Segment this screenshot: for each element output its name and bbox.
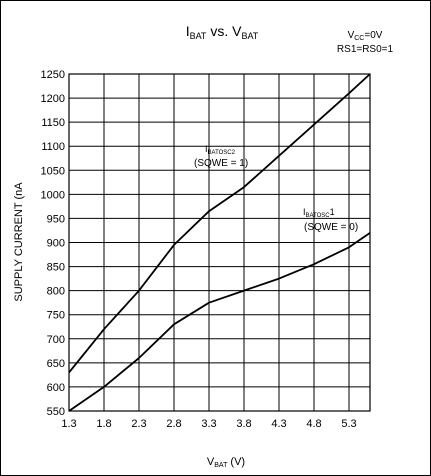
x-tick-label: 2.8 — [166, 418, 181, 430]
y-tick-label: 850 — [47, 262, 65, 274]
y-tick-label: 700 — [47, 334, 65, 346]
y-tick-label: 1000 — [41, 189, 65, 201]
y-tick-label: 1200 — [41, 93, 65, 105]
x-tick-label: 1.3 — [61, 418, 76, 430]
y-tick-label: 1050 — [41, 165, 65, 177]
series-lines — [68, 73, 371, 412]
x-tick-label: 2.3 — [131, 418, 146, 430]
plot-border — [68, 73, 371, 412]
y-tick-labels: 550 600 650 700 750 800 850 900 950 1000 1050 1100 1… — [41, 69, 65, 418]
svg-text:(SQWE = 1): (SQWE = 1) — [194, 158, 248, 169]
y-tick-label: 550 — [47, 406, 65, 418]
series-line-1 — [68, 232, 371, 412]
svg-text:(SQWE = 0): (SQWE = 0) — [304, 222, 358, 233]
y-tick-label: 1150 — [41, 117, 65, 129]
y-tick-label: 650 — [47, 358, 65, 370]
x-tick-label: 1.8 — [96, 418, 111, 430]
condition-rs: RS1=RS0=1 — [337, 44, 394, 55]
y-tick-label: 800 — [47, 286, 65, 298]
series-label-iosc2: IBATOSC2 (SQWE = 1) — [194, 144, 248, 169]
grid — [69, 74, 370, 411]
y-tick-label: 750 — [47, 310, 65, 322]
x-tick-label: 4.3 — [271, 418, 286, 430]
x-axis-label: VBAT (V) — [207, 456, 245, 469]
chart-title: IBAT vs. VBAT — [186, 23, 259, 41]
condition-vcc: VCC=0V — [348, 30, 383, 42]
y-tick-label: 1100 — [41, 141, 65, 153]
x-tick-labels: 1.3 1.8 2.3 2.8 3.3 3.8 4.3 4.8 5.3 — [61, 418, 356, 430]
series-label-iosc1: IBATOSC1 (SQWE = 0) — [303, 207, 358, 233]
y-tick-label: 1250 — [41, 69, 65, 81]
series-line-0 — [68, 73, 371, 374]
y-tick-label: 900 — [47, 238, 65, 250]
x-tick-label: 4.8 — [306, 418, 321, 430]
x-tick-label: 5.3 — [341, 418, 356, 430]
svg-text:IBATOSC1: IBATOSC1 — [303, 207, 335, 219]
x-tick-label: 3.3 — [201, 418, 216, 430]
y-tick-label: 950 — [47, 213, 65, 225]
y-tick-label: 600 — [47, 382, 65, 394]
svg-text:IBATOSC2: IBATOSC2 — [205, 144, 236, 156]
y-axis-label: SUPPLY CURRENT (nA — [13, 182, 25, 302]
x-tick-label: 3.8 — [236, 418, 251, 430]
